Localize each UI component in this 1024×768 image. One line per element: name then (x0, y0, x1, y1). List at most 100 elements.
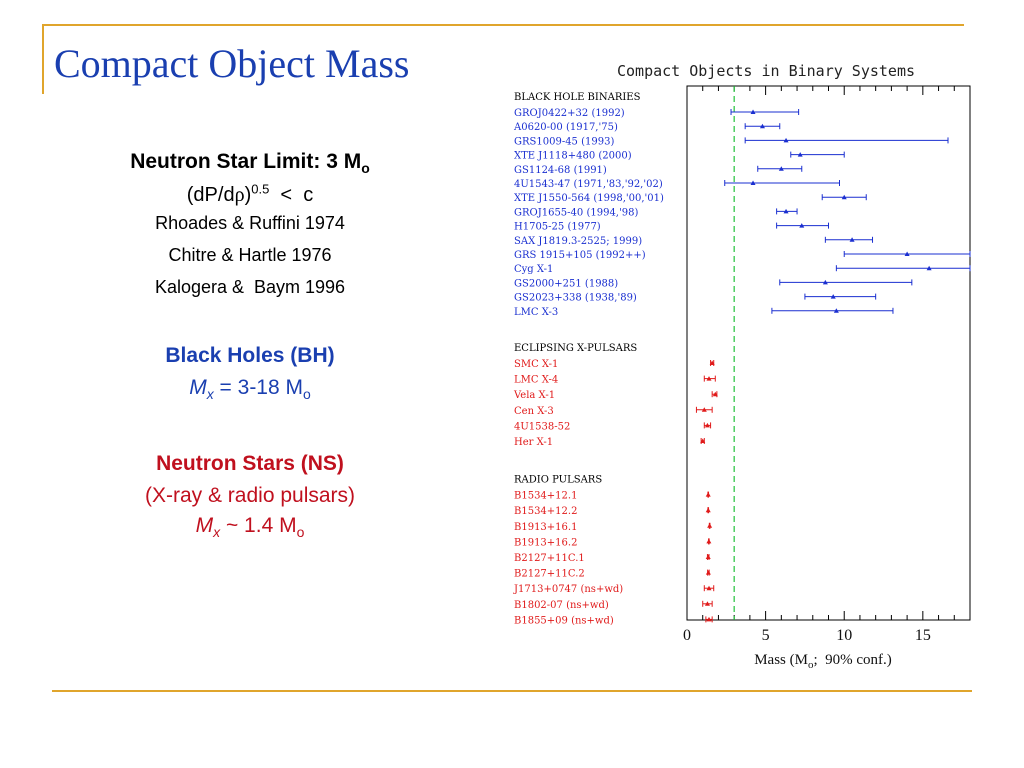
data-point (709, 360, 715, 365)
data-point (705, 570, 711, 575)
data-point (701, 407, 707, 412)
row-label: 4U1538-52 (514, 421, 570, 432)
row-label: A0620-00 (1917,'75) (513, 122, 618, 133)
row-label: Cyg X-1 (514, 264, 553, 275)
row-label: GS2023+338 (1938,'89) (514, 293, 637, 304)
neutron-star-limit: Neutron Star Limit: 3 Mo (40, 150, 460, 177)
data-point (849, 237, 855, 242)
data-point (822, 279, 828, 285)
bh-mass-unit-sub: o (303, 386, 311, 403)
ref-3: Kalogera & Baym 1996 (154, 277, 346, 297)
row-label: Cen X-3 (514, 406, 554, 417)
data-point (750, 109, 756, 114)
data-point (799, 223, 805, 228)
data-point (797, 152, 803, 157)
data-point (704, 422, 710, 428)
group-heading: BLACK HOLE BINARIES (514, 92, 641, 103)
x-tick-label: 0 (683, 627, 691, 644)
top-rule (42, 24, 964, 26)
eos-rho: ρ (234, 184, 245, 206)
x-tick-label: 10 (836, 627, 852, 644)
row-label: XTE J1550-564 (1998,'00,'01) (514, 193, 664, 204)
slide-title: Compact Object Mass (54, 41, 410, 86)
ns-mass-var: M (195, 514, 214, 537)
row-label: J1713+0747 (ns+wd) (513, 584, 623, 595)
bh-mass: Mx = 3-18 Mo (40, 376, 460, 403)
eos-suffix: < c (269, 184, 314, 206)
row-label: B1855+09 (ns+wd) (514, 615, 614, 626)
data-point (783, 137, 789, 143)
row-label: LMC X-3 (514, 307, 558, 318)
data-point (706, 585, 712, 591)
data-point (783, 208, 789, 214)
group-heading: ECLIPSING X-PULSARS (514, 343, 637, 354)
x-axis-label-sub: o (808, 659, 814, 671)
data-point (778, 166, 784, 171)
data-point (700, 438, 706, 443)
data-point (706, 538, 712, 544)
ref-2: Chitre & Hartle 1976 (168, 245, 332, 265)
x-tick-label: 5 (762, 627, 770, 644)
data-point (750, 180, 756, 185)
mass-chart: Compact Objects in Binary Systems 0 5 10 15… (513, 62, 971, 671)
row-label: SAX J1819.3-2525; 1999) (514, 236, 642, 247)
eos-prefix: (dP/d (186, 184, 235, 206)
row-label: B1802-07 (ns+wd) (514, 600, 609, 611)
row-label: B2127+11C.2 (514, 569, 585, 580)
ns-note: (X-ray & radio pulsars) (144, 484, 356, 507)
row-label: GRS 1915+105 (1992++) (514, 250, 646, 261)
row-label: 4U1543-47 (1971,'83,'92,'02) (514, 179, 663, 190)
ns-mass-unit-sub: o (296, 524, 305, 541)
data-point (707, 523, 713, 528)
row-label: Vela X-1 (513, 390, 555, 401)
row-label: GS2000+251 (1988) (514, 278, 618, 289)
bh-mass-rel: = 3-18 M (213, 376, 303, 399)
row-label: B1534+12.2 (514, 506, 577, 517)
ns-heading: Neutron Stars (NS) (156, 452, 344, 475)
eos-exponent: 0.5 (251, 181, 270, 197)
row-label: H1705-25 (1977) (514, 222, 601, 233)
row-label: B1913+16.2 (514, 537, 577, 548)
row-label: GROJ0422+32 (1992) (514, 108, 625, 119)
bh-mass-var: M (189, 376, 207, 399)
data-point (705, 492, 711, 497)
ns-mass-rel: ~ 1.4 M (220, 514, 297, 537)
row-label: B1913+16.1 (514, 522, 577, 533)
row-label: XTE J1118+480 (2000) (514, 151, 632, 162)
x-axis-label-suffix: ; 90% conf.) (813, 652, 891, 668)
data-point (705, 554, 711, 559)
bh-heading: Black Holes (BH) (165, 344, 335, 367)
plot-layer: 0 5 10 15 BLACK HOLE BINARIES GROJ0422+32 (19… (513, 85, 971, 644)
row-label: GS1124-68 (1991) (514, 165, 607, 176)
ns-limit-sub: o (361, 160, 370, 177)
data-point (712, 391, 718, 397)
bh-mass-var-sub: x (206, 386, 214, 403)
left-column: Neutron Star Limit: 3 Mo (dP/dρ)0.5 < c … (40, 150, 460, 544)
row-label: B2127+11C.1 (514, 553, 585, 564)
data-point (841, 194, 847, 200)
data-point (705, 507, 711, 513)
data-point (926, 265, 932, 271)
row-label: GRS1009-45 (1993) (514, 136, 614, 147)
row-label: LMC X-4 (514, 375, 558, 386)
x-tick-label: 15 (915, 627, 931, 644)
row-label: Her X-1 (514, 437, 553, 448)
plot-frame (686, 85, 971, 621)
left-rule (42, 24, 44, 94)
data-point (759, 123, 765, 129)
eos-condition: (dP/dρ)0.5 < c (40, 181, 460, 207)
data-point (833, 308, 839, 313)
row-label: SMC X-1 (514, 359, 558, 370)
data-point (706, 616, 712, 622)
ns-mass: Mx ~ 1.4 Mo (40, 514, 460, 541)
group-heading: RADIO PULSARS (514, 475, 602, 486)
x-axis-label: Mass (Mo; 90% conf.) (754, 652, 892, 671)
bottom-rule (52, 690, 972, 692)
data-point (904, 251, 910, 256)
chart-title: Compact Objects in Binary Systems (617, 62, 915, 80)
data-point (706, 376, 712, 381)
ref-1: Rhoades & Ruffini 1974 (155, 213, 345, 233)
data-point (704, 601, 710, 606)
ns-limit-text: Neutron Star Limit: 3 M (130, 150, 362, 173)
eos-close: ) (244, 184, 252, 206)
